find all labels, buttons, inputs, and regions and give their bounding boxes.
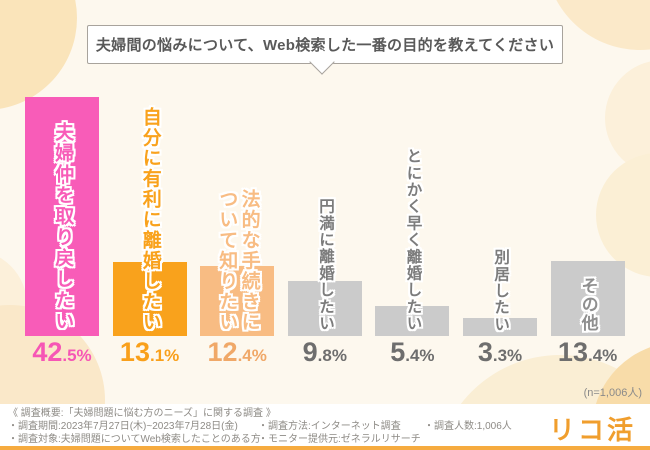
sample-size-label: (n=1,006人) [583, 387, 642, 399]
bar-percent-5: 3.3% [478, 339, 522, 366]
background-circle [0, 0, 77, 110]
percent-decimal: .8% [317, 346, 347, 365]
chart-title: 夫婦間の悩みについて、Web検索した一番の目的を教えてください [95, 37, 555, 54]
percent-integer: 3 [477, 337, 493, 367]
percent-integer: 12 [207, 337, 238, 367]
survey-count: ・調査人数:1,006人 [424, 421, 512, 432]
bar-percent-0: 42.5% [32, 339, 91, 366]
survey-monitor: ・モニター提供元:ゼネラルリサーチ [258, 434, 421, 445]
survey-footer: 《 調査概要:「夫婦問題に悩む方のニーズ」に関する調査 》 ・調査期間:2023… [0, 404, 650, 450]
bar-5 [463, 317, 537, 336]
percent-integer: 13 [119, 337, 150, 367]
bar-percent-4: 5.4% [390, 339, 434, 366]
ricokatsu-logo: リコ活 [548, 415, 636, 445]
bar-percent-2: 12.4% [208, 339, 267, 366]
percent-integer: 9 [302, 337, 318, 367]
percent-decimal: .3% [492, 346, 523, 365]
bar-percent-1: 13.1% [120, 339, 179, 366]
background-circle [596, 153, 650, 277]
percent-decimal: .4% [237, 346, 267, 365]
survey-method: ・調査方法:インターネット調査 [258, 421, 401, 432]
bar-label-5: 別居したい [492, 248, 510, 333]
bar-1 [112, 262, 187, 336]
bar-label-0: 夫婦仲を取り戻したい [52, 122, 74, 332]
bar-6 [550, 260, 625, 336]
bar-percent-3: 9.8% [303, 339, 347, 366]
bar-label-2: 法的な手続きに ついて知りたい [216, 188, 260, 333]
survey-target: ・調査対象:夫婦問題についてWeb検索したことのある方 [8, 434, 261, 445]
percent-integer: 42 [32, 337, 63, 367]
percent-decimal: .1% [149, 346, 180, 365]
survey-summary: 《 調査概要:「夫婦問題に悩む方のニーズ」に関する調査 》 [8, 408, 276, 419]
percent-integer: 13 [557, 337, 588, 367]
survey-period: ・調査期間:2023年7月27日(木)~2023年7月28日(金) [8, 421, 238, 432]
bar-0 [25, 97, 99, 336]
bar-label-3: 円満に離婚したい [316, 198, 334, 332]
percent-decimal: .4% [587, 346, 618, 365]
bar-label-4: とにかく早く離婚したい [404, 148, 422, 332]
bar-label-6: その他 [578, 276, 598, 333]
percent-integer: 5 [390, 337, 406, 367]
bar-label-1: 自分に有利に離婚したい [139, 106, 161, 333]
bar-3 [287, 280, 362, 336]
bar-4 [375, 305, 450, 336]
bar-percent-6: 13.4% [558, 339, 617, 366]
bar-2 [200, 266, 275, 336]
footer-accent-bar [0, 446, 650, 450]
percent-decimal: .5% [62, 346, 92, 365]
percent-decimal: .4% [405, 346, 435, 365]
